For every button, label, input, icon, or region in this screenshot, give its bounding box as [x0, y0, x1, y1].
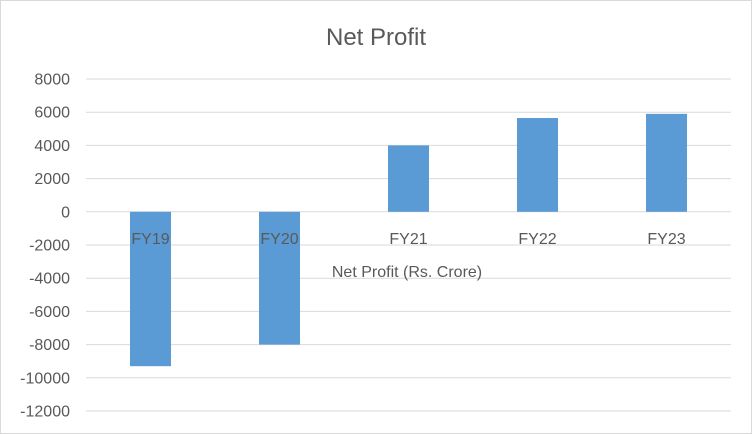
y-tick-label: 8000 [34, 72, 70, 89]
y-tick-label: -12000 [20, 404, 70, 421]
bar-fy22 [517, 118, 558, 212]
chart-title: Net Profit [326, 24, 426, 51]
bar-fy21 [388, 145, 429, 212]
y-tick-label: -8000 [29, 337, 70, 354]
y-tick-label: 0 [61, 204, 70, 221]
gridlines [86, 78, 731, 412]
y-tick-label: -10000 [20, 370, 70, 387]
y-tick-label: 6000 [34, 105, 70, 122]
bar-fy23 [646, 113, 687, 212]
bar-fy20 [259, 211, 300, 345]
category-label: FY22 [518, 231, 556, 248]
category-label: FY21 [389, 231, 427, 248]
y-tick-label: -6000 [29, 304, 70, 321]
category-label: FY20 [260, 231, 298, 248]
category-label: FY19 [131, 231, 169, 248]
y-tick-label: -4000 [29, 271, 70, 288]
y-tick-label: -2000 [29, 238, 70, 255]
x-axis-categories: FY19 FY20 FY21 FY22 FY23 [131, 231, 685, 248]
category-label: FY23 [647, 231, 685, 248]
y-tick-label: 2000 [34, 171, 70, 188]
x-axis-title: Net Profit (Rs. Crore) [332, 264, 482, 281]
y-tick-label: 4000 [34, 138, 70, 155]
bar-fy19 [130, 211, 171, 367]
y-axis-ticks: 8000 6000 4000 2000 0 -2000 -4000 -6000 -8000 -10… [20, 72, 70, 421]
bars [130, 113, 687, 367]
